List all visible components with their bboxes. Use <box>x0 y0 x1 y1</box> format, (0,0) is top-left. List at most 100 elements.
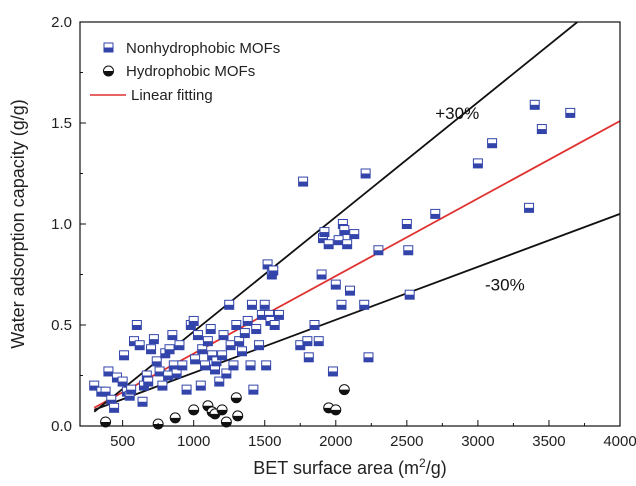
y-axis-title: Water adsorption capacity (g/g) <box>8 99 28 348</box>
data-point-nonhydrophobic <box>167 330 178 341</box>
x-axis-title-main: BET surface area (m <box>253 458 419 478</box>
data-point-nonhydrophobic <box>345 285 355 296</box>
data-point-nonhydrophobic <box>190 354 201 365</box>
data-point-nonhydrophobic <box>268 265 279 276</box>
legend-label-hydrophobic: Hydrophobic MOFs <box>126 63 255 80</box>
data-point-nonhydrophobic <box>529 99 540 110</box>
data-point-nonhydrophobic <box>323 239 334 250</box>
data-point-hydrophobic <box>232 410 244 422</box>
data-point-nonhydrophobic <box>228 360 239 371</box>
data-point-nonhydrophobic <box>239 328 250 339</box>
data-point-nonhydrophobic <box>157 380 168 391</box>
data-point-nonhydrophobic <box>217 350 228 361</box>
data-point-hydrophobic <box>338 384 350 396</box>
legend-label-linear-fit: Linear fitting <box>131 87 213 104</box>
data-point-nonhydrophobic <box>188 315 199 326</box>
linear-fit-line <box>93 120 620 409</box>
data-point-nonhydrophobic <box>313 336 324 347</box>
data-point-nonhydrophobic <box>404 289 415 300</box>
data-point-nonhydrophobic <box>177 360 188 371</box>
data-point-nonhydrophobic <box>89 380 100 391</box>
data-point-nonhydrophobic <box>245 360 256 371</box>
legend-marker-hydrophobic <box>103 65 114 77</box>
data-points-layer <box>89 99 576 430</box>
x-tick-label: 3000 <box>461 433 494 450</box>
annotation-minus-30: -30% <box>485 276 525 295</box>
data-point-nonhydrophobic <box>221 368 232 379</box>
data-point-nonhydrophobic <box>202 336 213 347</box>
data-point-nonhydrophobic <box>164 344 175 355</box>
data-point-nonhydrophobic <box>231 320 242 330</box>
x-tick-label: 4000 <box>603 433 636 450</box>
data-point-nonhydrophobic <box>319 227 330 238</box>
data-point-nonhydrophobic <box>327 366 338 377</box>
data-point-nonhydrophobic <box>234 336 245 347</box>
annotation-plus-30: +30% <box>435 104 479 123</box>
x-tick-label: 2000 <box>319 433 352 450</box>
data-point-nonhydrophobic <box>363 352 374 363</box>
x-axis-title: BET surface area (m2/g) <box>253 456 446 478</box>
data-point-nonhydrophobic <box>262 259 273 270</box>
data-point-nonhydrophobic <box>261 360 272 371</box>
data-point-nonhydrophobic <box>269 320 280 330</box>
data-point-nonhydrophobic <box>103 366 114 377</box>
data-point-nonhydrophobic <box>309 320 320 330</box>
data-point-nonhydrophobic <box>163 370 174 381</box>
x-tick-label: 1000 <box>177 433 210 450</box>
data-point-nonhydrophobic <box>117 376 128 387</box>
data-point-nonhydrophobic <box>248 384 259 395</box>
data-point-nonhydrophobic <box>487 138 498 149</box>
data-point-nonhydrophobic <box>171 368 182 379</box>
data-point-nonhydrophobic <box>192 330 203 341</box>
data-point-nonhydrophobic <box>146 344 157 355</box>
data-point-nonhydrophobic <box>303 352 314 363</box>
data-point-nonhydrophobic <box>119 350 130 361</box>
legend: Nonhydrophobic MOFs Hydrophobic MOFs Lin… <box>90 40 280 104</box>
data-point-nonhydrophobic <box>316 269 327 280</box>
data-point-nonhydrophobic <box>401 219 412 229</box>
data-point-nonhydrophobic <box>339 225 350 236</box>
data-point-nonhydrophobic <box>137 396 148 407</box>
data-point-nonhydrophobic <box>430 208 441 219</box>
data-point-nonhydrophobic <box>214 376 225 387</box>
data-point-nonhydrophobic <box>298 176 309 187</box>
data-point-nonhydrophobic <box>195 380 206 391</box>
data-point-nonhydrophobic <box>211 356 222 367</box>
x-tick-label: 1500 <box>248 433 281 450</box>
data-point-nonhydrophobic <box>242 315 253 326</box>
data-point-nonhydrophobic <box>333 235 344 246</box>
y-tick-label: 1.0 <box>51 216 72 233</box>
data-point-nonhydrophobic <box>143 376 154 387</box>
data-point-hydrophobic <box>230 392 242 404</box>
x-tick-label: 2500 <box>390 433 423 450</box>
data-point-nonhydrophobic <box>246 299 257 310</box>
data-point-nonhydrophobic <box>200 360 211 371</box>
data-point-hydrophobic <box>169 412 181 424</box>
y-tick-label: 0.5 <box>51 317 72 334</box>
data-point-nonhydrophobic <box>225 340 236 351</box>
data-point-nonhydrophobic <box>151 356 162 367</box>
data-point-hydrophobic <box>216 404 228 416</box>
data-point-nonhydrophobic <box>360 168 371 179</box>
data-point-nonhydrophobic <box>174 340 185 351</box>
data-point-nonhydrophobic <box>251 324 262 335</box>
data-point-nonhydrophobic <box>403 245 414 256</box>
data-point-nonhydrophobic <box>359 299 370 310</box>
x-axis-title-superscript: 2 <box>419 456 426 470</box>
data-point-nonhydrophobic <box>197 344 208 355</box>
data-point-nonhydrophobic <box>154 366 165 377</box>
data-point-nonhydrophobic <box>126 384 137 395</box>
data-point-nonhydrophobic <box>565 107 576 118</box>
legend-label-nonhydrophobic: Nonhydrophobic MOFs <box>126 40 280 57</box>
axis-ticks-layer: 500 1000 1500 2000 2500 3000 3500 4000 0.0 0.5 1.0… <box>51 14 636 450</box>
data-point-nonhydrophobic <box>273 309 284 320</box>
data-point-nonhydrophobic <box>205 324 216 335</box>
data-point-nonhydrophobic <box>342 239 353 250</box>
data-point-nonhydrophobic <box>148 334 159 345</box>
y-tick-label: 2.0 <box>51 14 72 31</box>
data-point-nonhydrophobic <box>237 346 247 357</box>
data-point-nonhydrophobic <box>259 299 270 310</box>
y-tick-label: 1.5 <box>51 115 72 132</box>
data-point-nonhydrophobic <box>302 336 313 347</box>
